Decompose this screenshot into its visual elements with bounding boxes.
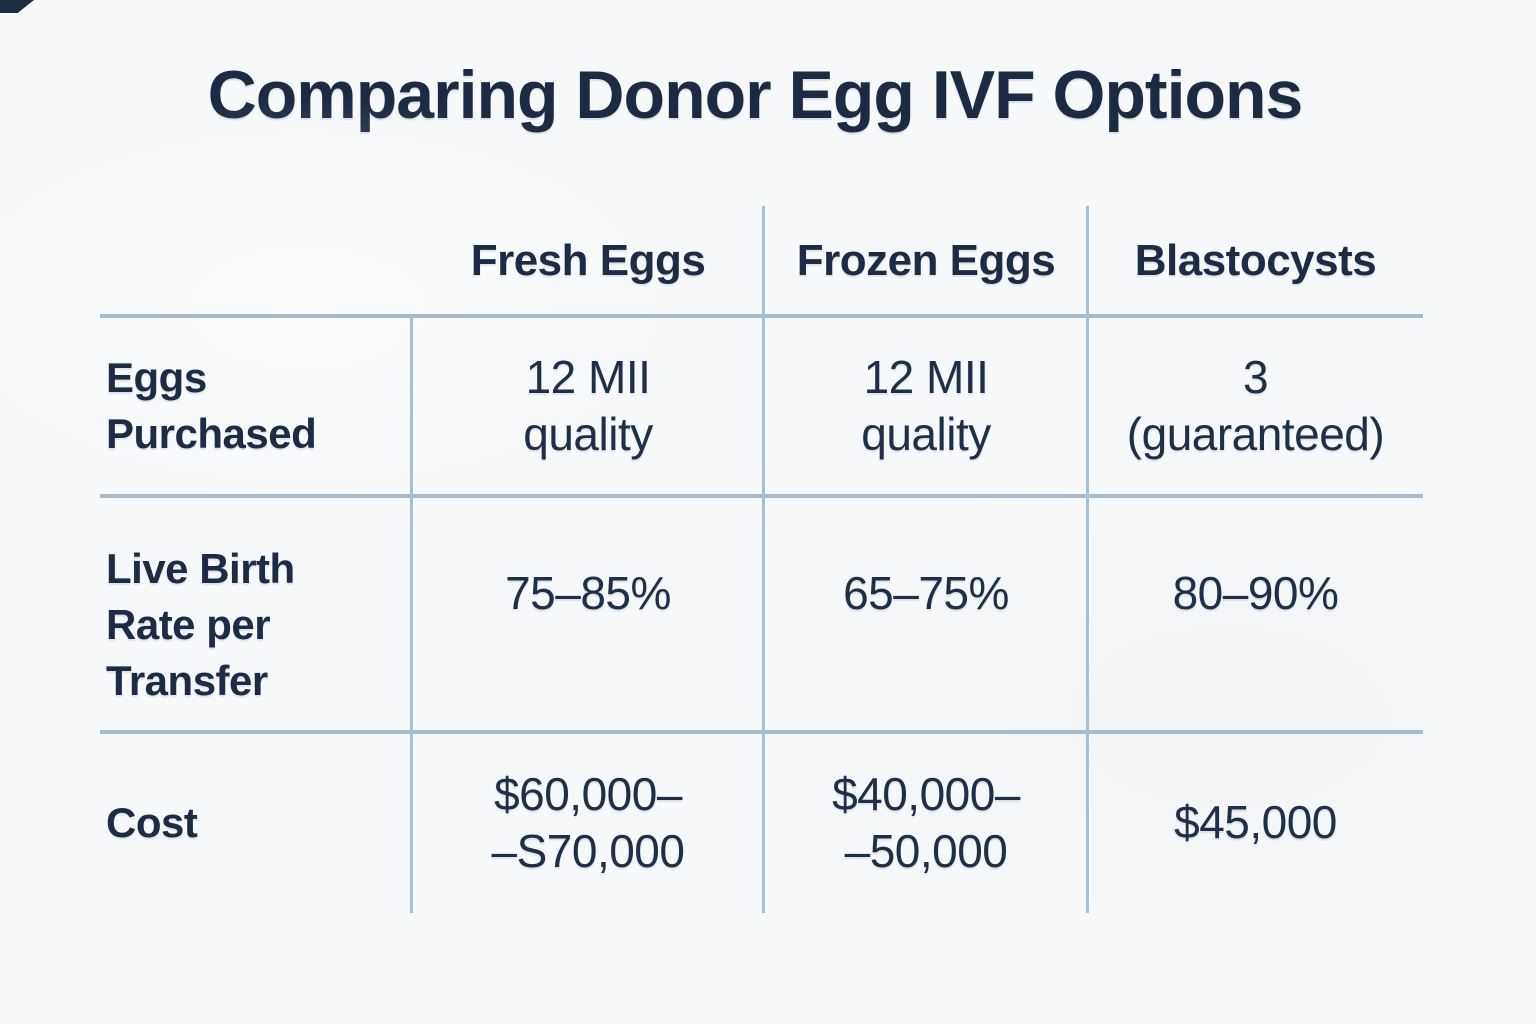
row-label-eggs-purchased: Eggs Purchased (100, 316, 412, 496)
cell-value-line: quality (861, 408, 991, 460)
column-header-frozen-eggs: Frozen Eggs (764, 206, 1088, 316)
cell-value-line: quality (523, 408, 653, 460)
column-header-label: Fresh Eggs (470, 236, 706, 285)
cell-value-line: 12 MII (525, 351, 651, 403)
column-header-label: Blastocysts (1134, 236, 1377, 285)
cell-cost-frozen: $40,000– –50,000 (764, 732, 1088, 913)
cell-live-birth-rate-blastocysts: 80–90% (1088, 496, 1423, 732)
corner-artifact-mark (0, 0, 34, 13)
rule-col-frozen-right (1086, 206, 1089, 913)
comparison-table: Fresh Eggs Frozen Eggs Blastocysts Eggs … (100, 206, 1423, 913)
cell-cost-fresh: $60,000– –S70,000 (412, 732, 764, 913)
cell-value-line: 3 (1242, 351, 1269, 403)
row-label-line: Cost (106, 798, 198, 846)
cell-live-birth-rate-fresh: 75–85% (412, 496, 764, 732)
cell-value-line: 80–90% (1172, 566, 1339, 619)
cell-value-line: –50,000 (844, 824, 1008, 877)
cell-value-line: 65–75% (843, 566, 1009, 619)
row-label-line: Rate per (106, 601, 271, 648)
cell-value-line: –S70,000 (491, 824, 685, 877)
cell-cost-blastocysts: $45,000 (1088, 732, 1423, 913)
cell-value-line: $45,000 (1174, 796, 1337, 848)
rule-col-fresh-right (762, 206, 765, 913)
row-label-line: Purchased (106, 410, 317, 457)
cell-value-line: $60,000– (494, 767, 682, 820)
rule-row2-bottom (100, 730, 1423, 734)
cell-value-line: 75–85% (505, 566, 671, 619)
rule-header-bottom (100, 314, 1423, 318)
cell-value-line: 12 MII (863, 351, 989, 403)
cell-eggs-purchased-frozen: 12 MII quality (764, 316, 1088, 496)
rule-row1-bottom (100, 494, 1423, 498)
row-label-live-birth-rate: Live Birth Rate per Transfer (100, 496, 412, 732)
page-title: Comparing Donor Egg IVF Options (207, 57, 1304, 133)
row-label-line: Transfer (106, 657, 268, 704)
row-label-line: Live Birth (106, 545, 295, 592)
column-header-fresh-eggs: Fresh Eggs (412, 206, 764, 316)
rule-col-labels-right (410, 316, 413, 913)
cell-value-line: (guaranteed) (1126, 408, 1385, 460)
column-header-blastocysts: Blastocysts (1088, 206, 1423, 316)
cell-eggs-purchased-blastocysts: 3 (guaranteed) (1088, 316, 1423, 496)
cell-eggs-purchased-fresh: 12 MII quality (412, 316, 764, 496)
column-header-label: Frozen Eggs (796, 236, 1056, 285)
cell-live-birth-rate-frozen: 65–75% (764, 496, 1088, 732)
row-label-line: Eggs (106, 354, 207, 401)
row-label-cost: Cost (100, 732, 412, 913)
cell-value-line: $40,000– (832, 767, 1020, 820)
